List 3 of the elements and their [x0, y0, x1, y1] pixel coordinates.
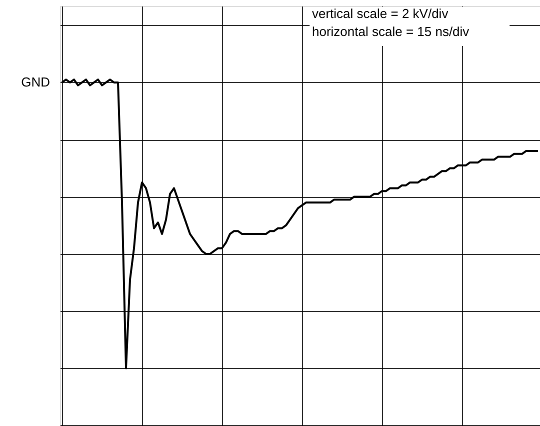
text: vertical scale = 2 kV/div	[312, 6, 449, 21]
text: horizontal scale = 15 ns/div	[312, 24, 470, 39]
text: GND	[21, 74, 50, 90]
